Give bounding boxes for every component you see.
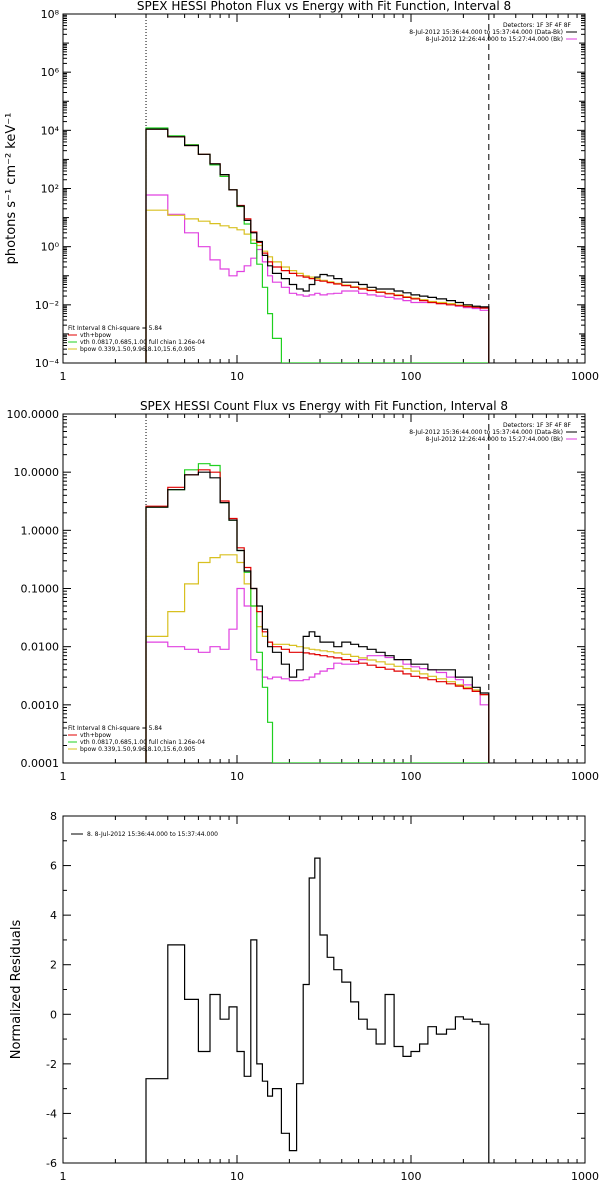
- legend-bottom-entry: bpow 0.339,1.50,9.96,8.10,15.6,0.905: [80, 346, 196, 353]
- x-tick-label: 1: [60, 1170, 67, 1183]
- series-line-vth: [145, 463, 489, 763]
- y-tick-label: 4: [50, 909, 57, 922]
- legend-bottom-entry: Fit Interval 8 Chi-square = 5.84: [68, 725, 162, 732]
- x-tick-label: 10: [230, 770, 244, 783]
- y-tick-label: 10⁻⁴: [35, 357, 60, 370]
- y-tick-label: -2: [46, 1058, 57, 1071]
- y-tick-label: -4: [46, 1107, 57, 1120]
- x-tick-label: 100: [401, 1170, 422, 1183]
- series-line-data-bk: [145, 128, 490, 363]
- plot-frame: [62, 815, 586, 1164]
- x-tick-label: 100: [401, 770, 422, 783]
- y-tick-label: 0.0010: [21, 699, 60, 712]
- y-axis-label: photons s⁻¹ cm⁻² keV⁻¹: [4, 113, 19, 265]
- y-tick-label: 10²: [41, 183, 59, 196]
- x-tick-label: 100: [401, 370, 422, 383]
- chart-title: SPEX HESSI Count Flux vs Energy with Fit…: [140, 399, 508, 413]
- y-tick-label: -6: [46, 1157, 57, 1170]
- x-tick-label: 1: [60, 770, 67, 783]
- legend-bottom-entry: vth 0.0817,0.685,1.00 full chian 1.26e-0…: [80, 339, 205, 346]
- x-tick-label: 1000: [571, 1170, 599, 1183]
- legend-top-entry: 8-Jul-2012 12:26:44.000 to 15:27:44.000 …: [425, 36, 563, 43]
- y-tick-label: 0.0100: [21, 641, 60, 654]
- series-line-vth-bpow: [145, 469, 490, 763]
- series-line-bpow: [145, 554, 490, 763]
- plot-frame: [62, 413, 586, 764]
- y-tick-label: 10⁴: [41, 124, 60, 137]
- x-tick-label: 10: [230, 1170, 244, 1183]
- y-tick-label: 10⁶: [41, 66, 60, 79]
- x-tick-label: 1000: [571, 770, 599, 783]
- y-tick-label: 100.0000: [7, 408, 60, 421]
- x-tick-label: 1000: [571, 370, 599, 383]
- y-tick-label: 10.0000: [14, 466, 60, 479]
- series-line-data-bk: [145, 471, 490, 763]
- y-tick-label: 10⁸: [41, 8, 60, 21]
- series-line-bpow: [145, 209, 490, 363]
- series-line-8-8-jul-2012-15-36-44-000-to-15-37-44-000: [145, 857, 490, 1163]
- legend-top-entry: 8-Jul-2012 15:36:44.000 to 15:37:44.000 …: [409, 429, 563, 436]
- y-tick-label: 0.1000: [21, 583, 60, 596]
- legend-bottom-entry: bpow 0.339,1.50,9.96,8.10,15.6,0.905: [80, 746, 196, 753]
- legend-bottom-entry: Fit Interval 8 Chi-square = 5.84: [68, 325, 162, 332]
- y-tick-label: 10⁰: [41, 241, 60, 254]
- legend-top-entry: 8. 8-Jul-2012 15:36:44.000 to 15:37:44.0…: [87, 831, 218, 838]
- y-tick-label: 8: [50, 810, 57, 823]
- y-axis-label: Normalized Residuals: [9, 920, 24, 1060]
- series-line-bk: [145, 587, 490, 763]
- legend-bottom-entry: vth+bpow: [80, 732, 111, 739]
- y-tick-label: 1.0000: [21, 524, 60, 537]
- plot-frame: [62, 13, 586, 364]
- x-tick-label: 10: [230, 370, 244, 383]
- legend-bottom-entry: vth+bpow: [80, 332, 111, 339]
- series-line-vth-bpow: [145, 128, 490, 363]
- chart-title: SPEX HESSI Photon Flux vs Energy with Fi…: [137, 0, 511, 13]
- y-tick-label: 0.0001: [21, 757, 60, 770]
- y-tick-label: 2: [50, 959, 57, 972]
- y-tick-label: 10⁻²: [35, 299, 59, 312]
- detectors-label: Detectors: 1F 3F 4F 8F: [503, 422, 572, 429]
- legend-top-entry: 8-Jul-2012 15:36:44.000 to 15:37:44.000 …: [409, 29, 563, 36]
- y-tick-label: 0: [50, 1008, 57, 1021]
- y-tick-label: 6: [50, 860, 57, 873]
- legend-top-entry: 8-Jul-2012 12:26:44.000 to 15:27:44.000 …: [425, 436, 563, 443]
- x-tick-label: 1: [60, 370, 67, 383]
- series-line-vth: [145, 127, 489, 363]
- detectors-label: Detectors: 1F 3F 4F 8F: [503, 22, 572, 29]
- legend-bottom-entry: vth 0.0817,0.685,1.00 full chian 1.26e-0…: [80, 739, 205, 746]
